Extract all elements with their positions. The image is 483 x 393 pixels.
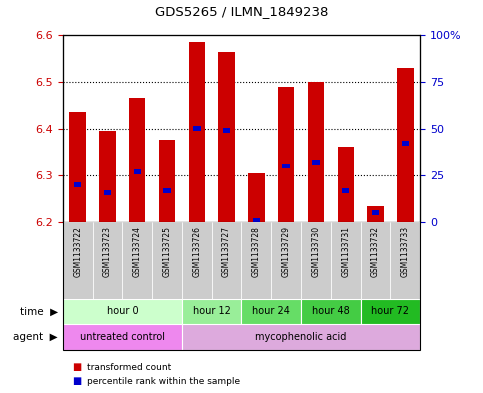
- Bar: [70, 112, 86, 222]
- Bar: [99, 131, 115, 222]
- Bar: [63, 299, 182, 324]
- Bar: [308, 82, 324, 222]
- Bar: [152, 222, 182, 299]
- Text: GSM1133727: GSM1133727: [222, 226, 231, 277]
- Text: hour 48: hour 48: [312, 307, 350, 316]
- Bar: [253, 218, 260, 222]
- Bar: [93, 222, 122, 299]
- Text: GSM1133731: GSM1133731: [341, 226, 350, 277]
- Text: hour 24: hour 24: [252, 307, 290, 316]
- Text: ■: ■: [72, 376, 82, 386]
- Bar: [313, 160, 320, 165]
- Bar: [104, 190, 111, 195]
- Bar: [402, 141, 409, 146]
- Text: ■: ■: [72, 362, 82, 373]
- Bar: [182, 299, 242, 324]
- Bar: [159, 140, 175, 222]
- Bar: [223, 128, 230, 133]
- Bar: [283, 164, 290, 168]
- Bar: [331, 222, 361, 299]
- Text: GSM1133722: GSM1133722: [73, 226, 82, 277]
- Text: GSM1133729: GSM1133729: [282, 226, 291, 277]
- Text: hour 0: hour 0: [107, 307, 138, 316]
- Bar: [63, 222, 93, 299]
- Bar: [63, 324, 182, 350]
- Text: GSM1133732: GSM1133732: [371, 226, 380, 277]
- Bar: [342, 188, 349, 193]
- Bar: [271, 222, 301, 299]
- Bar: [193, 127, 200, 131]
- Bar: [278, 87, 294, 222]
- Bar: [189, 42, 205, 222]
- Text: GSM1133725: GSM1133725: [163, 226, 171, 277]
- Text: hour 12: hour 12: [193, 307, 231, 316]
- Bar: [122, 222, 152, 299]
- Text: GSM1133733: GSM1133733: [401, 226, 410, 277]
- Bar: [163, 188, 170, 193]
- Bar: [361, 299, 420, 324]
- Bar: [390, 222, 420, 299]
- Bar: [301, 222, 331, 299]
- Bar: [242, 222, 271, 299]
- Bar: [182, 324, 420, 350]
- Text: hour 72: hour 72: [371, 307, 410, 316]
- Text: percentile rank within the sample: percentile rank within the sample: [87, 377, 240, 386]
- Text: transformed count: transformed count: [87, 363, 171, 372]
- Text: untreated control: untreated control: [80, 332, 165, 342]
- Bar: [212, 222, 242, 299]
- Bar: [134, 169, 141, 174]
- Bar: [368, 206, 384, 222]
- Text: GSM1133726: GSM1133726: [192, 226, 201, 277]
- Text: GDS5265 / ILMN_1849238: GDS5265 / ILMN_1849238: [155, 5, 328, 18]
- Bar: [301, 299, 361, 324]
- Text: GSM1133730: GSM1133730: [312, 226, 320, 277]
- Bar: [218, 52, 235, 222]
- Text: time  ▶: time ▶: [20, 307, 58, 316]
- Bar: [129, 98, 145, 222]
- Bar: [242, 299, 301, 324]
- Bar: [338, 147, 354, 222]
- Text: mycophenolic acid: mycophenolic acid: [256, 332, 347, 342]
- Text: GSM1133723: GSM1133723: [103, 226, 112, 277]
- Bar: [361, 222, 390, 299]
- Bar: [397, 68, 413, 222]
- Text: agent  ▶: agent ▶: [14, 332, 58, 342]
- Bar: [248, 173, 265, 222]
- Text: GSM1133724: GSM1133724: [133, 226, 142, 277]
- Bar: [372, 210, 379, 215]
- Bar: [182, 222, 212, 299]
- Bar: [74, 182, 81, 187]
- Text: GSM1133728: GSM1133728: [252, 226, 261, 277]
